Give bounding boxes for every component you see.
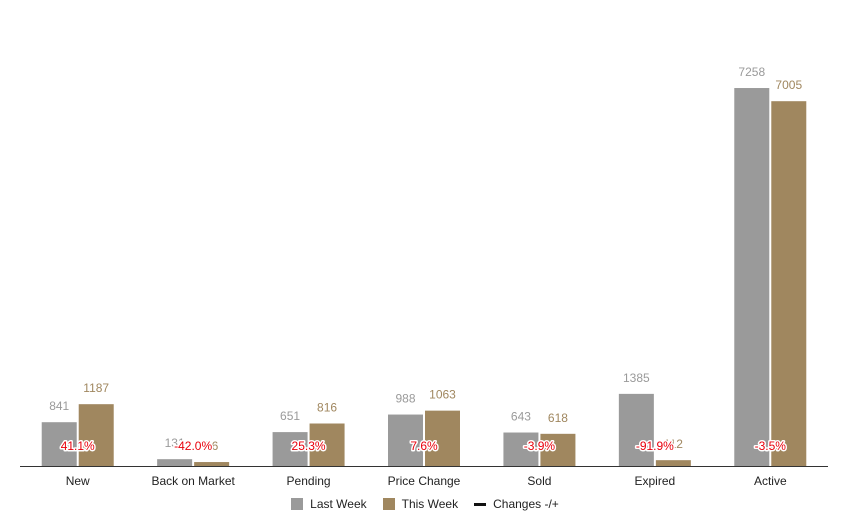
bar-this-week-pending bbox=[309, 423, 345, 466]
value-label-this-week-sold: 618 bbox=[548, 411, 568, 425]
category-label-back-on-market: Back on Market bbox=[151, 474, 235, 488]
change-label-pending: 25.3% bbox=[292, 439, 326, 453]
category-label-pending: Pending bbox=[287, 474, 331, 488]
legend-label-this-week: This Week bbox=[401, 497, 459, 511]
value-label-last-week-expired: 1385 bbox=[623, 371, 650, 385]
value-label-last-week-sold: 643 bbox=[511, 410, 531, 424]
value-label-this-week-expired: 112 bbox=[664, 437, 683, 451]
value-label-last-week-pending: 651 bbox=[280, 409, 300, 423]
change-label-price-change: 7.6% bbox=[410, 439, 438, 453]
bar-last-week-price-change bbox=[388, 414, 423, 466]
value-label-this-week-back-on-market: 76 bbox=[205, 439, 219, 453]
legend-item-changes[interactable]: Changes -/+ bbox=[474, 497, 559, 511]
bar-last-week-expired bbox=[618, 393, 654, 466]
value-label-this-week-new: 1187 bbox=[83, 381, 109, 395]
legend-item-this-week[interactable]: This Week bbox=[382, 497, 459, 511]
value-label-this-week-pending: 816 bbox=[317, 401, 337, 415]
change-label-back-on-market: -42.0% bbox=[174, 439, 212, 453]
bar-this-week-back-on-market bbox=[194, 462, 230, 466]
bar-this-week-active bbox=[771, 101, 807, 466]
legend-label-last-week: Last Week bbox=[310, 497, 367, 511]
legend-swatch-last-week bbox=[291, 498, 304, 510]
bar-this-week-price-change bbox=[425, 410, 460, 466]
legend-item-last-week[interactable]: Last Week bbox=[291, 497, 367, 511]
value-label-last-week-back-on-market: 131 bbox=[165, 436, 185, 450]
category-label-active: Active bbox=[754, 474, 787, 488]
change-label-expired: -91.9% bbox=[636, 439, 674, 453]
legend-swatch-this-week bbox=[382, 498, 395, 510]
category-label-price-change: Price Change bbox=[388, 474, 461, 488]
value-label-this-week-active: 7005 bbox=[775, 78, 802, 92]
bar-last-week-new bbox=[41, 422, 77, 466]
value-label-last-week-active: 7258 bbox=[738, 65, 765, 79]
legend-label-changes: Changes -/+ bbox=[493, 497, 559, 511]
category-label-sold: Sold bbox=[527, 474, 551, 488]
bar-this-week-new bbox=[78, 404, 114, 466]
change-label-active: -3.5% bbox=[755, 439, 787, 453]
change-label-new: 41.1% bbox=[61, 439, 95, 453]
bar-last-week-active bbox=[734, 88, 770, 467]
bar-last-week-pending bbox=[272, 432, 308, 466]
bar-last-week-sold bbox=[503, 432, 539, 466]
value-label-last-week-new: 841 bbox=[49, 399, 69, 413]
value-label-last-week-price-change: 988 bbox=[395, 392, 415, 406]
change-label-sold: -3.9% bbox=[524, 439, 556, 453]
value-label-this-week-price-change: 1063 bbox=[429, 388, 456, 402]
bar-this-week-sold bbox=[540, 433, 576, 466]
bar-last-week-back-on-market bbox=[157, 459, 193, 466]
legend-swatch-changes bbox=[474, 502, 487, 506]
category-label-new: New bbox=[66, 474, 90, 488]
category-label-expired: Expired bbox=[635, 474, 676, 488]
bar-this-week-expired bbox=[655, 460, 691, 466]
chart-legend: Last Week This Week Changes -/+ bbox=[0, 494, 850, 514]
